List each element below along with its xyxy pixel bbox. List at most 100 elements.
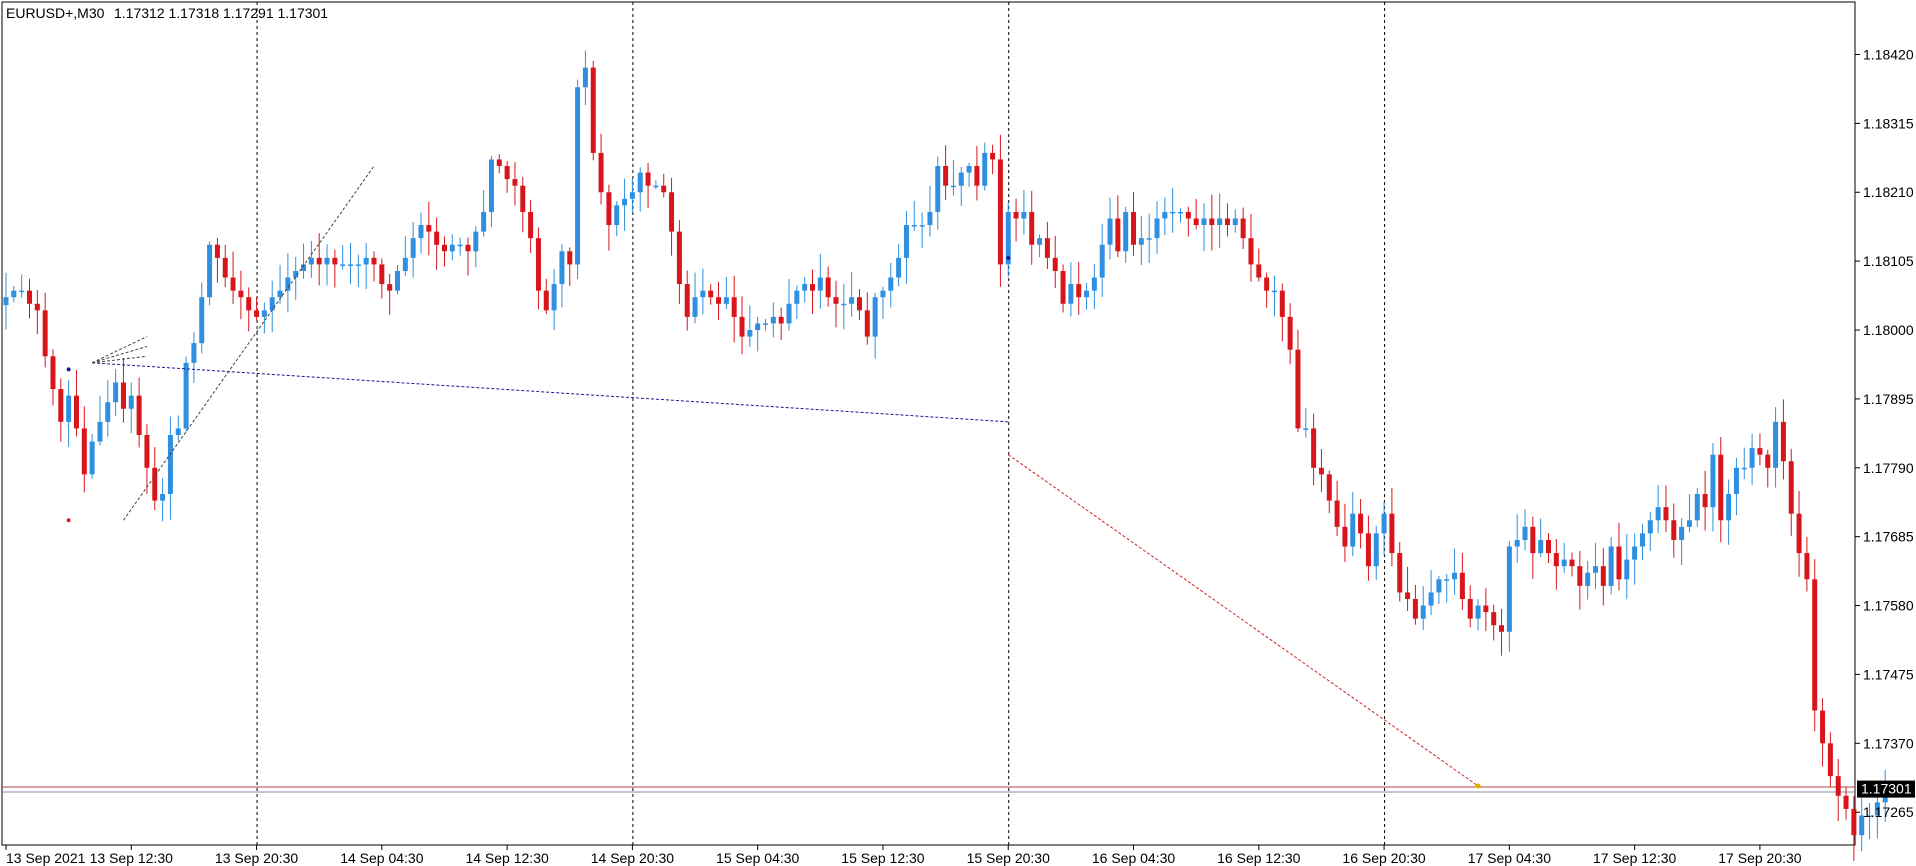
bear-candle — [606, 192, 612, 226]
bull-candle — [395, 270, 400, 291]
bull-candle — [66, 395, 72, 422]
bull-candle — [1420, 605, 1426, 619]
signal-marker — [66, 367, 71, 372]
bull-candle — [1350, 513, 1356, 547]
x-tick-label: 13 Sep 12:30 — [90, 850, 174, 866]
bull-candle — [551, 284, 557, 311]
bear-candle — [997, 159, 1003, 265]
bull-candle — [982, 152, 988, 186]
bull-candle — [575, 87, 581, 265]
bear-candle — [120, 382, 126, 409]
bear-candle — [1076, 284, 1082, 298]
blue-trendline — [92, 362, 1009, 423]
bull-candle — [1091, 277, 1097, 291]
y-tick-label: 1.18420 — [1863, 46, 1914, 62]
bull-candle — [1107, 218, 1113, 245]
bear-candle — [387, 284, 393, 291]
bull-candle — [1084, 290, 1090, 298]
bear-candle — [1491, 612, 1497, 626]
bear-candle — [1287, 316, 1293, 350]
bear-candle — [512, 179, 518, 186]
bull-candle — [622, 198, 628, 206]
x-tick-label: 16 Sep 12:30 — [1217, 850, 1301, 866]
bull-candle — [1506, 546, 1512, 632]
bull-candle — [11, 290, 17, 298]
bear-candle — [825, 277, 831, 298]
price-axis[interactable]: 1.18420 1.18315 1.18210 1.18105 1.18000 1.178… — [1855, 46, 1914, 820]
bull-candle — [277, 290, 283, 298]
bear-candle — [1013, 211, 1019, 219]
y-tick-label: 1.17370 — [1863, 735, 1914, 751]
bear-candle — [1780, 421, 1786, 462]
plot-frame — [1, 1, 1856, 846]
bull-candle — [1874, 802, 1880, 816]
price-lines — [2, 786, 1855, 793]
bull-candle — [1428, 592, 1434, 606]
bull-candle — [700, 290, 706, 298]
bull-candle — [488, 159, 494, 212]
bull-candle — [1522, 526, 1528, 540]
bear-candle — [26, 290, 32, 304]
bull-candle — [1021, 211, 1027, 219]
bull-candle — [285, 277, 291, 291]
bull-candle — [293, 270, 299, 278]
bull-candle — [1773, 421, 1779, 468]
bull-candle — [1741, 467, 1747, 470]
bull-candle — [1867, 815, 1873, 817]
bear-candle — [1224, 218, 1230, 226]
bear-candle — [1279, 290, 1285, 317]
y-tick-label: 1.17790 — [1863, 460, 1914, 476]
bear-candle — [230, 277, 236, 291]
bull-candle — [1444, 579, 1450, 581]
bear-candle — [1546, 539, 1552, 554]
time-axis[interactable]: 13 Sep 2021 13 Sep 12:30 13 Sep 20:30 14 Se… — [5, 845, 1802, 866]
bear-candle — [645, 172, 651, 186]
bear-candle — [528, 211, 534, 239]
x-tick-label: 14 Sep 12:30 — [465, 850, 549, 866]
bull-candle — [1373, 533, 1379, 567]
bear-candle — [1256, 264, 1262, 278]
bear-candle — [1060, 270, 1066, 304]
bull-candle — [1726, 494, 1732, 521]
bear-candle — [1318, 467, 1324, 475]
bear-candle — [238, 290, 244, 298]
bear-candle — [214, 244, 220, 258]
bear-candle — [778, 316, 784, 324]
bear-candle — [1804, 553, 1810, 580]
x-tick-label: 17 Sep 12:30 — [1593, 850, 1677, 866]
bear-candle — [1851, 808, 1857, 836]
bear-candle — [676, 231, 682, 285]
bull-candle — [1514, 539, 1520, 547]
bull-candle — [340, 264, 346, 266]
bull-candle — [128, 395, 134, 409]
bull-candle — [1271, 290, 1277, 293]
bear-candle — [1569, 559, 1575, 567]
day-separator-lines — [256, 2, 1386, 845]
bull-candle — [473, 231, 479, 252]
y-tick-label: 1.17895 — [1863, 391, 1914, 407]
bear-candle — [1671, 520, 1677, 540]
bull-candle — [911, 225, 917, 227]
symbol-label: EURUSD+,M30 — [6, 5, 105, 21]
bull-candle — [1624, 559, 1630, 580]
bull-candle — [872, 297, 878, 337]
bear-candle — [1812, 579, 1818, 711]
x-tick-label: 13 Sep 20:30 — [215, 850, 299, 866]
bear-candle — [50, 356, 56, 390]
y-tick-label: 1.18105 — [1863, 253, 1914, 269]
bear-candle — [379, 264, 385, 285]
bull-candle — [841, 303, 847, 306]
bear-candle — [73, 395, 79, 429]
bull-candle — [3, 297, 9, 306]
bull-candle — [958, 172, 964, 186]
bear-candle — [1530, 526, 1536, 554]
bull-candle — [1585, 572, 1591, 586]
bear-candle — [856, 297, 862, 311]
bull-candle — [1381, 513, 1387, 534]
bear-candle — [371, 257, 377, 265]
bull-candle — [1694, 494, 1700, 521]
bull-candle — [770, 316, 776, 324]
red-trendline — [1007, 454, 1479, 787]
